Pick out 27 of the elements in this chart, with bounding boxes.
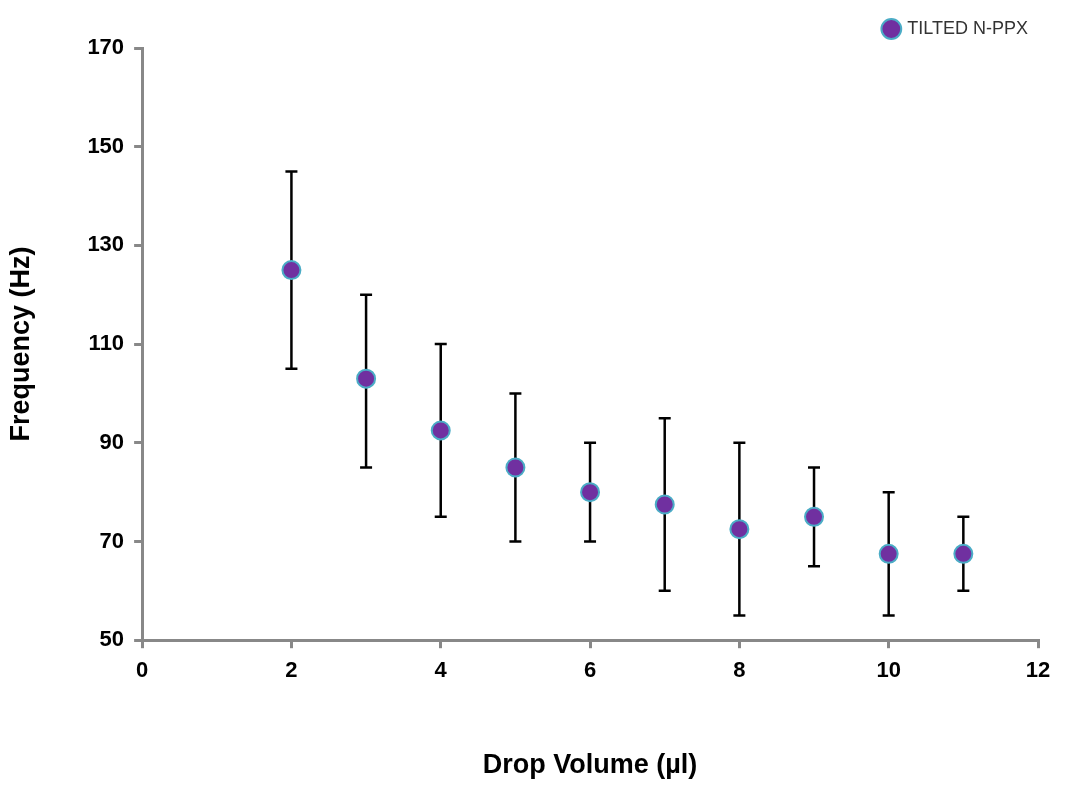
y-tick-label: 90 <box>99 428 125 454</box>
point <box>505 457 526 478</box>
y-tick-label: 70 <box>99 527 125 553</box>
x-tick-label: 10 <box>876 657 901 683</box>
y-tick-label: 150 <box>87 132 125 158</box>
point <box>580 482 601 503</box>
y-tick-label: 110 <box>88 330 125 356</box>
point <box>654 494 675 515</box>
point <box>878 543 899 564</box>
x-tick-label: 6 <box>583 657 597 683</box>
point <box>804 506 825 527</box>
point <box>430 420 451 441</box>
point <box>281 260 302 281</box>
x-axis-title: Drop Volume (µl) <box>482 749 698 780</box>
y-tick-label: 50 <box>99 626 125 652</box>
x-tick-label: 2 <box>285 657 298 683</box>
x-tick-label: 4 <box>434 657 448 683</box>
x-tick-label: 0 <box>135 657 149 683</box>
x-tick-label: 12 <box>1025 657 1051 683</box>
y-tick-label: 130 <box>87 231 125 257</box>
point <box>953 543 974 564</box>
point <box>729 519 750 540</box>
x-tick-label: 8 <box>733 657 746 683</box>
legend-label: TILTED N-PPX <box>907 17 1028 38</box>
y-tick-label: 170 <box>87 34 125 60</box>
y-axis-title: Frequency (Hz) <box>4 246 35 442</box>
point <box>356 368 377 389</box>
